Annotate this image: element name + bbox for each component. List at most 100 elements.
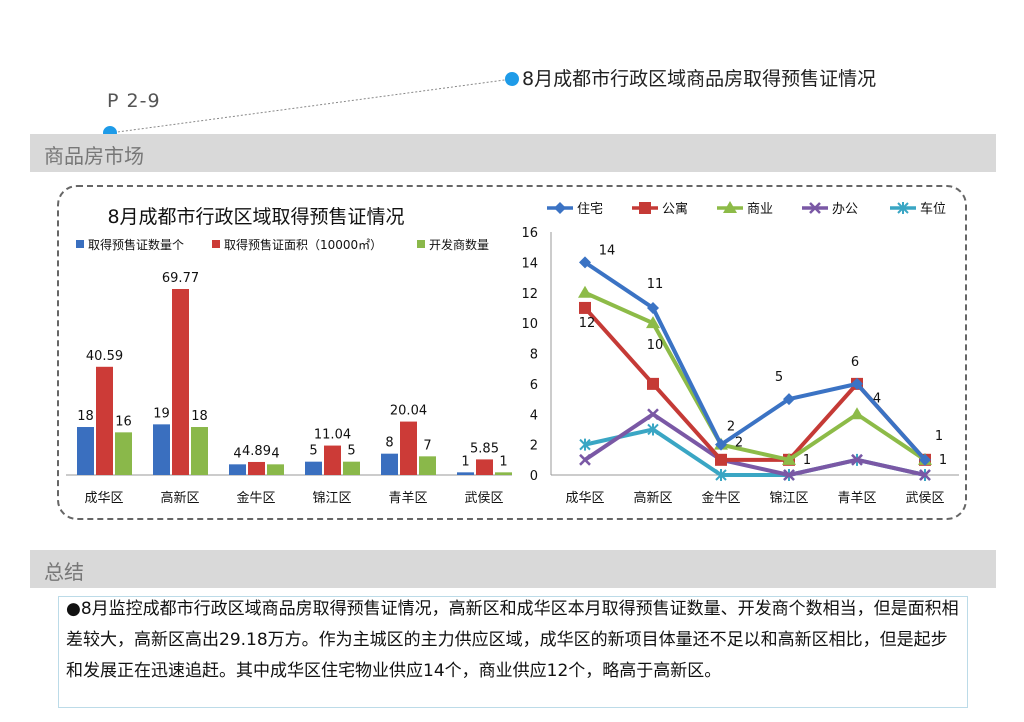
bar-data-label: 69.77 (162, 271, 199, 286)
line-marker-triangle (646, 316, 660, 329)
line-y-tick-label: 0 (530, 469, 538, 484)
line-marker-star (715, 469, 727, 481)
line-data-label: 14 (599, 243, 616, 258)
bar-2 (267, 464, 284, 475)
line-legend-label: 商业 (747, 202, 773, 217)
bar-2 (191, 427, 208, 475)
bar-2 (115, 432, 132, 475)
line-marker-star (579, 438, 591, 451)
line-legend-label: 公寓 (662, 201, 688, 217)
line-marker-square (647, 377, 659, 390)
bar-data-label: 5 (347, 444, 355, 459)
line-data-label: 4 (873, 391, 881, 406)
bar-chart-title: 8月成都市行政区域取得预售证情况 (107, 206, 404, 228)
line-x-tick-label: 锦江区 (769, 491, 808, 506)
chart-frame (57, 185, 967, 520)
line-legend-label: 住宅 (577, 202, 603, 217)
line-data-label: 1 (935, 429, 943, 444)
bar-x-tick-label: 高新区 (160, 490, 199, 506)
line-marker-x (647, 408, 659, 421)
bar-data-label: 40.59 (86, 349, 123, 364)
bar-data-label: 18 (77, 409, 94, 424)
line-marker-diamond (851, 377, 863, 390)
connector-line (109, 78, 513, 134)
bar-1 (96, 366, 113, 475)
bar-data-label: 18 (191, 409, 208, 424)
bar-data-label: 5.85 (470, 441, 499, 456)
line-marker-triangle (850, 407, 864, 420)
line-marker-triangle (723, 201, 737, 213)
line-data-label: 1 (803, 453, 811, 468)
bar-x-tick-label: 锦江区 (312, 491, 351, 506)
line-x-tick-label: 成华区 (565, 491, 604, 506)
line-data-label: 12 (579, 316, 596, 331)
line-marker-triangle (782, 452, 796, 465)
bar-data-label: 16 (115, 414, 132, 429)
bar-data-label: 4 (271, 446, 279, 461)
line-marker-square (639, 202, 651, 214)
bar-x-tick-label: 青羊区 (388, 490, 427, 506)
bar-data-label: 19 (153, 406, 170, 421)
section-band: 商品房市场 (30, 134, 996, 172)
line-x-tick-label: 青羊区 (837, 490, 876, 506)
line-y-tick-label: 6 (530, 378, 538, 393)
bar-1 (172, 289, 189, 475)
summary-title: 总结 (44, 560, 84, 584)
bar-1 (400, 421, 417, 475)
bar-legend-label: 取得预售证数量个 (88, 237, 184, 252)
line-marker-x (579, 453, 591, 466)
bar-data-label: 4 (233, 446, 241, 461)
bar-legend-swatch (212, 240, 220, 248)
bar-data-label: 20.04 (390, 404, 427, 419)
bar-0 (77, 427, 94, 475)
line-marker-diamond (647, 301, 659, 314)
bar-2 (419, 456, 436, 475)
line-y-tick-label: 2 (530, 439, 538, 454)
line-y-tick-label: 14 (521, 256, 538, 271)
bar-data-label: 4.89 (242, 444, 271, 459)
line-marker-triangle (578, 285, 592, 298)
line-marker-diamond (554, 202, 566, 214)
line-data-label: 6 (851, 355, 859, 370)
bar-0 (229, 464, 246, 475)
bar-legend-swatch (76, 240, 84, 248)
line-x-tick-label: 武侯区 (905, 491, 944, 506)
line-legend-label: 办公 (832, 202, 858, 217)
bar-1 (324, 445, 341, 475)
bar-0 (457, 472, 474, 475)
section-title: 商品房市场 (44, 144, 144, 168)
bar-1 (248, 461, 265, 475)
bar-0 (153, 424, 170, 475)
line-legend-label: 车位 (920, 201, 946, 217)
line-marker-x (851, 453, 863, 466)
line-y-tick-label: 8 (530, 348, 538, 363)
bar-data-label: 5 (309, 444, 317, 459)
bar-data-label: 11.04 (314, 428, 351, 443)
line-data-label: 5 (775, 370, 783, 385)
line-y-tick-label: 12 (521, 287, 538, 302)
bar-data-label: 1 (499, 454, 507, 469)
line-y-tick-label: 16 (521, 226, 538, 241)
bar-x-tick-label: 金牛区 (236, 490, 275, 506)
line-data-label: 1 (939, 453, 947, 468)
line-data-label: 2 (735, 436, 743, 451)
line-marker-x (919, 469, 931, 481)
line-series-3 (583, 412, 926, 477)
line-y-tick-label: 10 (521, 317, 538, 332)
bar-legend-swatch (417, 240, 425, 248)
line-marker-diamond (919, 453, 931, 466)
page-code: P 2-9 (107, 90, 161, 112)
summary-text: ●8月监控成都市行政区域商品房取得预售证情况，高新区和成华区本月取得预售证数量、… (66, 599, 959, 681)
line-series-0 (583, 260, 927, 462)
bar-x-tick-label: 成华区 (84, 491, 123, 506)
line-marker-x (809, 202, 821, 214)
bar-legend-label: 开发商数量 (429, 237, 489, 252)
bar-0 (381, 453, 398, 475)
line-x-tick-label: 高新区 (633, 490, 672, 506)
bar-1 (476, 459, 493, 475)
bar-legend-label: 取得预售证面积（10000㎡） (224, 237, 382, 252)
line-chart: 0246810121416成华区 高新区 金牛区 锦江区 青羊区 武侯区住宅 公寓 商业 办公车… (521, 201, 959, 506)
bar-data-label: 7 (423, 438, 431, 453)
line-data-label: 10 (647, 338, 664, 353)
